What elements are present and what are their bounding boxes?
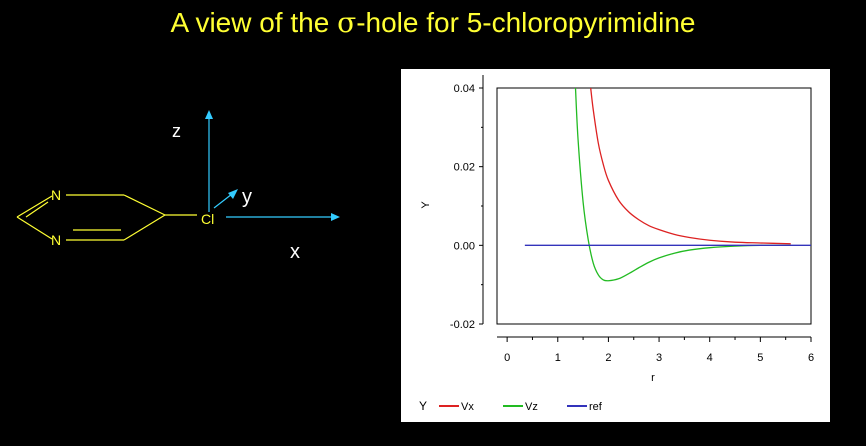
z-axis-arrowhead bbox=[205, 110, 213, 119]
series-line-vz bbox=[574, 88, 791, 282]
pyrimidine-ring bbox=[16, 194, 197, 241]
plot-panel: -0.02 0.00 0.02 0.04 0 1 2 3 4 5 6 Y r Y Vx Vz ref bbox=[401, 69, 830, 422]
legend-items: Vx Vz ref bbox=[439, 401, 603, 413]
coordinate-axes bbox=[205, 110, 340, 221]
slide-title: A view of the σ-hole for 5-chloropyrimid… bbox=[0, 6, 866, 39]
y-tick-label: 0.00 bbox=[454, 240, 475, 252]
x-tick-label: 5 bbox=[757, 352, 763, 364]
atom-n3: N bbox=[51, 232, 61, 248]
molecule-diagram: N N Cl z y x bbox=[16, 110, 340, 263]
title-suffix: -hole for 5-chloropyrimidine bbox=[356, 7, 696, 38]
series-lines bbox=[524, 88, 811, 282]
ring-bond-c5-c-bottom bbox=[123, 214, 166, 241]
x-axis-ticks: 0 1 2 3 4 5 6 bbox=[504, 337, 814, 364]
x-axis-label: r bbox=[651, 372, 655, 384]
atom-n1: N bbox=[51, 187, 61, 203]
title-sigma: σ bbox=[337, 6, 357, 39]
series-line-vx bbox=[590, 88, 791, 245]
x-tick-label: 4 bbox=[707, 352, 713, 364]
plot-frame bbox=[496, 87, 812, 325]
ring-double-bond-outer bbox=[25, 201, 49, 218]
legend-label-vx: Vx bbox=[461, 401, 474, 413]
y-tick-label: 0.02 bbox=[454, 162, 475, 174]
atom-cl: Cl bbox=[201, 211, 214, 227]
x-axis-arrowhead bbox=[331, 213, 340, 221]
y-axis-ticks: -0.02 0.00 0.02 0.04 bbox=[450, 83, 483, 331]
y-tick-label: 0.04 bbox=[454, 83, 475, 95]
axis-label-z: z bbox=[172, 121, 181, 141]
x-tick-label: 1 bbox=[555, 352, 561, 364]
ring-bond-n1-c2 bbox=[16, 195, 53, 218]
y-tick-label: -0.02 bbox=[450, 319, 475, 331]
x-tick-label: 6 bbox=[808, 352, 814, 364]
sigma-hole-line-chart: -0.02 0.00 0.02 0.04 0 1 2 3 4 5 6 Y r Y Vx Vz ref bbox=[419, 75, 814, 413]
title-prefix: A view of the bbox=[170, 7, 338, 38]
y-axis-arrowhead bbox=[228, 189, 238, 199]
legend-title: Y bbox=[419, 399, 427, 413]
ring-bond-c-c5-top bbox=[123, 194, 166, 216]
y-axis-line bbox=[213, 193, 233, 209]
axis-label-y: y bbox=[242, 186, 252, 208]
legend-label-ref: ref bbox=[589, 401, 603, 413]
x-tick-label: 2 bbox=[605, 352, 611, 364]
axis-label-x: x bbox=[290, 241, 300, 263]
y-axis-label: Y bbox=[420, 201, 432, 209]
x-tick-label: 3 bbox=[656, 352, 662, 364]
legend-label-vz: Vz bbox=[525, 401, 538, 413]
legend: Y Vx Vz ref bbox=[419, 399, 603, 413]
ring-bond-c2-n3 bbox=[16, 216, 53, 240]
x-tick-label: 0 bbox=[504, 352, 510, 364]
